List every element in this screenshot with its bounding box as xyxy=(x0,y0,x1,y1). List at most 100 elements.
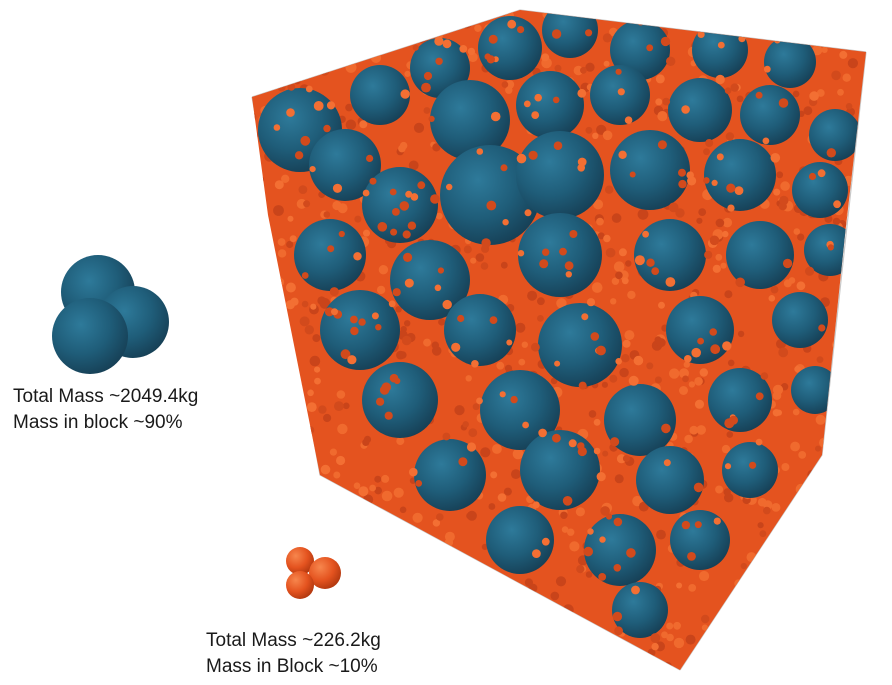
small-particle xyxy=(776,171,784,179)
small-particle xyxy=(491,584,501,595)
small-particle xyxy=(814,568,821,576)
small-particle xyxy=(305,509,314,518)
small-particle xyxy=(252,507,260,518)
small-particle xyxy=(522,421,529,429)
small-particle xyxy=(401,562,410,572)
small-particle xyxy=(698,208,707,217)
small-particle xyxy=(446,183,453,191)
small-particle xyxy=(792,90,800,98)
small-particle xyxy=(852,431,862,440)
small-particle xyxy=(462,588,472,599)
small-particle xyxy=(624,116,633,124)
small-particle xyxy=(323,211,331,218)
small-particle xyxy=(393,487,404,498)
small-particle xyxy=(468,640,477,649)
small-particle xyxy=(409,629,416,637)
small-particle xyxy=(363,592,373,602)
small-particle xyxy=(618,248,627,257)
small-particle xyxy=(596,345,606,356)
small-particle xyxy=(262,304,271,313)
small-particle xyxy=(369,524,377,532)
small-particle xyxy=(771,503,781,512)
small-particle xyxy=(343,402,350,410)
small-particle xyxy=(352,594,360,601)
small-particle xyxy=(778,347,789,358)
small-particle xyxy=(827,244,834,251)
small-particle xyxy=(402,230,411,239)
small-particle xyxy=(760,574,770,585)
small-particle xyxy=(303,200,311,208)
small-particle xyxy=(586,298,596,307)
small-particle xyxy=(291,400,302,410)
small-particle xyxy=(808,537,816,544)
small-particle xyxy=(298,185,308,195)
small-particle xyxy=(551,29,562,39)
small-particle xyxy=(585,62,595,72)
small-particle xyxy=(518,358,526,366)
small-particle xyxy=(353,252,362,261)
small-particle xyxy=(512,448,524,460)
small-particle xyxy=(362,438,370,446)
small-particle xyxy=(564,261,574,271)
small-particle xyxy=(351,515,361,525)
small-particle xyxy=(711,179,718,186)
small-particle xyxy=(585,126,593,134)
small-particle xyxy=(796,570,806,580)
small-particle xyxy=(596,472,606,482)
small-particle xyxy=(817,169,826,178)
small-particle xyxy=(770,153,781,163)
small-particle xyxy=(681,520,691,530)
small-particle xyxy=(818,324,826,332)
small-particle xyxy=(790,534,798,542)
small-particle xyxy=(395,306,402,313)
small-particle xyxy=(532,501,540,509)
small-particle xyxy=(345,103,353,112)
small-particle xyxy=(407,221,417,230)
small-particle xyxy=(780,181,790,191)
small-particle xyxy=(809,91,819,101)
small-particle xyxy=(361,572,371,582)
small-particle xyxy=(654,336,662,344)
small-particle xyxy=(392,208,400,216)
small-particle xyxy=(257,209,267,219)
small-particle xyxy=(306,402,317,412)
small-particle xyxy=(499,391,506,398)
small-particle xyxy=(476,148,484,155)
small-particle xyxy=(662,97,671,106)
small-particle xyxy=(847,58,859,69)
small-particle xyxy=(722,341,732,351)
small-particle xyxy=(865,168,866,175)
small-particle xyxy=(359,33,368,43)
small-particle xyxy=(512,616,520,624)
small-particle xyxy=(313,101,324,111)
small-particle xyxy=(610,437,620,447)
small-particle xyxy=(437,267,444,274)
small-particle xyxy=(833,395,842,403)
small-particle xyxy=(322,616,333,627)
small-particle xyxy=(767,638,775,647)
small-particle xyxy=(654,376,662,384)
small-particle xyxy=(398,144,406,153)
small-particle xyxy=(338,230,345,238)
small-particle xyxy=(291,538,298,546)
small-particle xyxy=(440,26,447,33)
small-particle xyxy=(252,304,259,314)
small-particle xyxy=(309,355,321,367)
small-particle xyxy=(435,212,443,220)
small-particle xyxy=(348,40,357,49)
small-particle xyxy=(343,13,354,24)
small-particle xyxy=(294,151,304,160)
small-particle xyxy=(252,387,259,398)
small-particle xyxy=(559,247,567,256)
small-particle xyxy=(686,171,694,179)
small-particle xyxy=(854,348,862,357)
small-particle xyxy=(378,265,389,275)
small-particle xyxy=(358,318,366,326)
small-particle xyxy=(421,82,431,93)
small-particle xyxy=(646,258,655,267)
small-particle xyxy=(852,658,860,666)
small-particle xyxy=(855,312,862,319)
small-particle xyxy=(558,640,566,648)
large-particle xyxy=(610,20,670,80)
small-particle xyxy=(619,367,629,378)
